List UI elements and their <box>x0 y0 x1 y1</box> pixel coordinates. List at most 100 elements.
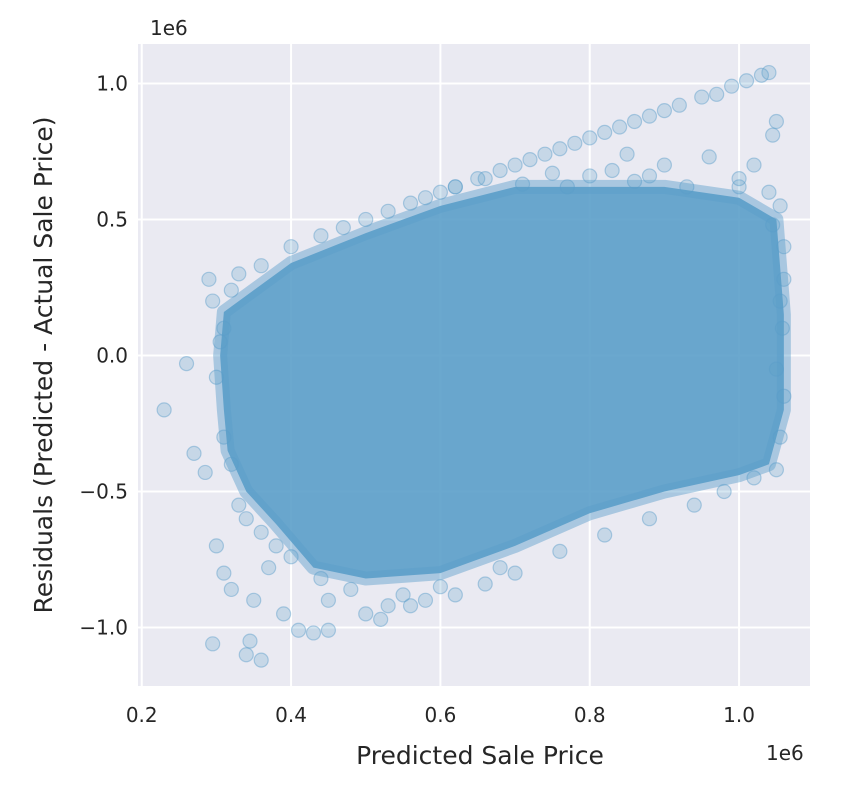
scatter-point <box>373 611 389 627</box>
x-tick-label: 0.8 <box>574 703 606 727</box>
scatter-point <box>343 581 359 598</box>
scatter-point <box>477 576 493 592</box>
scatter-point <box>261 560 277 576</box>
scatter-point <box>253 524 269 540</box>
residual-point-cloud <box>213 179 791 586</box>
scatter-point <box>395 587 411 603</box>
scatter-point <box>753 67 770 83</box>
scatter-point <box>492 560 508 576</box>
scatter-point <box>335 220 351 236</box>
scatter-point <box>772 293 788 309</box>
scatter-point <box>358 606 374 622</box>
x-tick-label: 0.4 <box>275 703 307 727</box>
scatter-point <box>772 429 788 445</box>
scatter-point <box>492 162 508 179</box>
scatter-point <box>641 168 658 184</box>
scatter-point <box>597 124 613 141</box>
scatter-point <box>305 625 322 641</box>
scatter-point <box>611 119 628 135</box>
scatter-point <box>253 258 269 274</box>
scatter-point <box>238 647 254 663</box>
scatter-point <box>276 606 292 622</box>
scatter-point <box>432 184 448 200</box>
scatter-point <box>283 239 299 255</box>
scatter-point <box>656 157 673 173</box>
scatter-point <box>447 179 463 195</box>
scatter-point <box>701 149 717 165</box>
scatter-point <box>559 179 575 195</box>
scatter-point <box>552 141 568 157</box>
x-axis-title: Predicted Sale Price <box>356 741 604 770</box>
y-tick-label: 1.0 <box>96 71 128 95</box>
x-axis-ticks: 0.2 0.4 0.6 0.8 1.0 <box>126 703 755 727</box>
scatter-point <box>746 157 762 173</box>
scatter-point <box>604 162 620 179</box>
scatter-point <box>201 271 217 287</box>
scatter-point <box>544 165 561 181</box>
scatter-point <box>253 652 269 668</box>
scatter-point <box>641 108 658 124</box>
y-axis-offset-label: 1e6 <box>150 16 188 40</box>
scatter-point <box>231 497 247 513</box>
scatter-points <box>156 64 792 668</box>
scatter-point <box>320 622 336 638</box>
scatter-point <box>641 511 658 527</box>
scatter-point <box>768 361 785 377</box>
scatter-point <box>216 320 232 336</box>
scatter-point <box>772 198 788 214</box>
scatter-point <box>290 622 307 638</box>
scatter-point <box>679 179 695 195</box>
x-tick-label: 1.0 <box>723 703 755 727</box>
scatter-point <box>567 135 583 151</box>
scatter-point <box>723 78 740 94</box>
scatter-point <box>709 86 725 102</box>
x-tick-label: 0.6 <box>424 703 456 727</box>
scatter-point <box>216 565 232 581</box>
y-tick-label: 0.0 <box>96 343 128 367</box>
scatter-point <box>223 456 239 472</box>
scatter-point <box>761 184 777 200</box>
y-tick-label: −0.5 <box>79 479 128 503</box>
scatter-point <box>507 157 523 173</box>
scatter-point <box>320 592 336 608</box>
scatter-point <box>313 570 329 587</box>
scatter-point <box>776 239 792 255</box>
scatter-point <box>776 271 792 287</box>
scatter-point <box>223 282 239 298</box>
scatter-point <box>746 470 762 486</box>
scatter-point <box>205 636 221 652</box>
scatter-point <box>656 103 673 119</box>
scatter-point <box>582 168 598 184</box>
scatter-point <box>671 97 687 113</box>
scatter-point <box>417 592 434 608</box>
scatter-point <box>197 464 213 481</box>
scatter-point <box>447 587 463 603</box>
scatter-point <box>716 483 732 500</box>
dense-point-region <box>213 179 791 586</box>
x-tick-label: 0.2 <box>126 703 158 727</box>
scatter-point <box>514 176 531 192</box>
scatter-point <box>208 538 224 554</box>
scatter-point <box>417 190 434 206</box>
scatter-point <box>626 113 643 130</box>
scatter-point <box>246 592 262 608</box>
scatter-point <box>738 73 755 89</box>
scatter-point <box>231 266 247 282</box>
y-tick-label: −1.0 <box>79 616 128 640</box>
scatter-point <box>507 565 523 581</box>
scatter-point <box>212 334 228 350</box>
scatter-point <box>313 228 329 244</box>
scatter-point <box>619 146 635 162</box>
scatter-point <box>380 203 396 219</box>
y-axis-title: Residuals (Predicted - Actual Sale Price… <box>29 116 58 613</box>
scatter-point <box>402 598 419 614</box>
scatter-point <box>731 179 747 195</box>
scatter-point <box>477 171 493 187</box>
scatter-point <box>208 369 224 385</box>
x-axis-offset-label: 1e6 <box>766 741 804 765</box>
scatter-point <box>694 89 710 105</box>
scatter-point <box>768 462 785 478</box>
scatter-point <box>470 171 486 187</box>
scatter-point <box>216 429 232 445</box>
scatter-point <box>626 173 643 189</box>
